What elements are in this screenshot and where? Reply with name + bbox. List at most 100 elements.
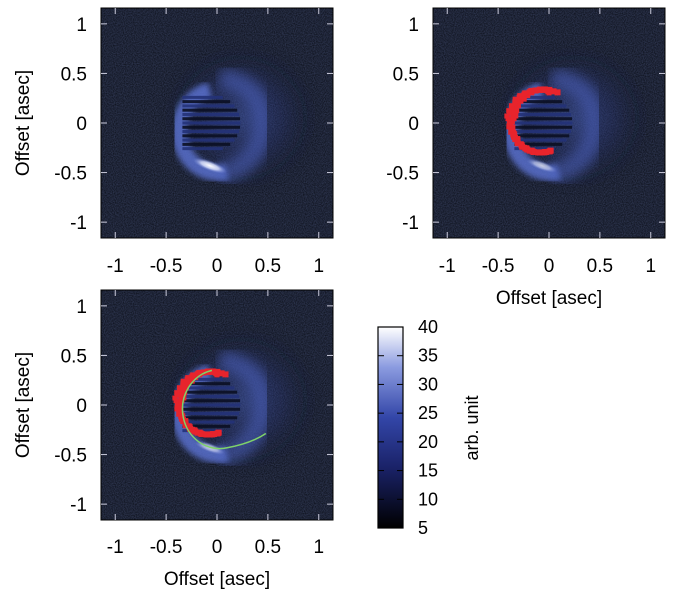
colorbar-tick-label: 20 xyxy=(418,432,438,452)
ring-point xyxy=(218,370,225,377)
panel-bottom-left: 1 0.5 0 -0.5 -1 -1 -0.5 0 0.5 1 Offset [asec] Offse… xyxy=(13,289,334,590)
disk-image xyxy=(433,8,665,238)
axis-ticks: 1 0.5 0 -0.5 -1 -1 -0.5 0 0.5 1 xyxy=(54,290,333,558)
panel-top-right: 1 0.5 0 -0.5 -1 -1 -0.5 0 0.5 1 Offset [asec] xyxy=(386,7,666,309)
y-tick-label: -1 xyxy=(70,495,87,516)
colorbar-label: arb. unit xyxy=(462,395,482,460)
x-tick-label: 0 xyxy=(544,256,555,277)
ring-point xyxy=(188,375,195,382)
y-tick-label: 0 xyxy=(76,396,87,417)
colorbar-tick-label: 15 xyxy=(418,461,438,481)
ring-point xyxy=(506,108,512,114)
disk-image xyxy=(101,8,333,238)
ring-point xyxy=(546,90,552,96)
ring-point xyxy=(506,110,512,116)
x-tick-label: 1 xyxy=(313,256,324,277)
colorbar-tick-label: 25 xyxy=(418,403,438,423)
ring-point xyxy=(520,93,527,100)
ring-point xyxy=(534,150,540,156)
ring-point xyxy=(512,96,518,102)
ring-point xyxy=(539,150,545,156)
axis-ticks: 1 0.5 0 -0.5 -1 -1 -0.5 0 0.5 1 xyxy=(386,8,665,277)
colorbar: 40 35 30 25 20 15 10 5 arb. unit xyxy=(377,317,482,538)
x-tick-label: -0.5 xyxy=(150,256,183,277)
panel-top-left: 1 0.5 0 -0.5 -1 -1 -0.5 0 0.5 1 Offset [asec] xyxy=(13,7,334,277)
y-tick-label: 0.5 xyxy=(61,346,87,367)
x-axis-label: Offset [asec] xyxy=(496,288,602,309)
ring-point xyxy=(207,432,213,438)
x-tick-label: -1 xyxy=(107,537,124,558)
x-tick-label: -1 xyxy=(107,256,124,277)
x-tick-label: 1 xyxy=(313,537,324,558)
colorbar-ticks: 40 35 30 25 20 15 10 5 xyxy=(378,317,438,538)
y-axis-label: Offset [asec] xyxy=(13,70,34,176)
y-tick-label: 1 xyxy=(408,15,419,36)
x-tick-label: 0.5 xyxy=(587,256,613,277)
ring-point xyxy=(222,371,229,378)
colorbar-gradient xyxy=(377,326,404,529)
axis-ticks: 1 0.5 0 -0.5 -1 -1 -0.5 0 0.5 1 xyxy=(54,8,333,277)
ring-point xyxy=(190,426,196,432)
colorbar-tick-label: 5 xyxy=(418,518,428,538)
ring-point xyxy=(176,385,182,391)
ring-point xyxy=(174,392,180,398)
ring-point xyxy=(176,409,182,415)
ring-point xyxy=(517,97,524,104)
ring-point xyxy=(172,395,178,401)
ring-point xyxy=(214,372,220,378)
y-tick-label: -0.5 xyxy=(386,164,419,185)
x-axis-label: Offset [asec] xyxy=(164,569,270,590)
ring-point xyxy=(518,141,524,147)
ring-point xyxy=(554,89,561,96)
ring-point xyxy=(540,87,546,93)
y-tick-label: 0.5 xyxy=(393,64,419,85)
ring-points xyxy=(504,86,561,156)
ring-point xyxy=(510,132,516,138)
ring-point xyxy=(522,144,528,150)
ring-point xyxy=(185,375,191,381)
ring-point xyxy=(522,90,528,96)
x-tick-label: -0.5 xyxy=(482,256,515,277)
colorbar-tick-label: 10 xyxy=(418,489,438,509)
mask-stripes xyxy=(182,95,241,151)
ring-point xyxy=(176,403,182,409)
ring-point xyxy=(208,369,214,375)
ring-point xyxy=(186,423,192,429)
colorbar-tick-label: 35 xyxy=(418,346,438,366)
y-tick-label: 0 xyxy=(408,114,419,135)
ring-point xyxy=(178,414,184,420)
x-tick-label: -0.5 xyxy=(150,537,183,558)
colorbar-tick-label: 40 xyxy=(418,317,438,337)
ring-point xyxy=(173,398,179,404)
y-tick-label: 1 xyxy=(76,297,87,318)
ring-point xyxy=(202,432,208,438)
x-tick-label: 0 xyxy=(212,256,223,277)
disk-image xyxy=(101,290,333,520)
y-tick-label: 0.5 xyxy=(61,64,87,85)
y-tick-label: -0.5 xyxy=(54,446,87,467)
ring-point xyxy=(185,379,192,386)
ring-point xyxy=(190,372,196,378)
ring-point xyxy=(196,369,202,375)
ring-point xyxy=(511,129,517,135)
y-axis-label: Offset [asec] xyxy=(13,352,34,458)
mask-stripes xyxy=(514,95,573,151)
ring-point xyxy=(508,121,514,127)
ring-point xyxy=(174,400,180,406)
ring-point xyxy=(517,93,523,99)
fit-line xyxy=(181,369,267,450)
y-tick-label: -0.5 xyxy=(54,164,87,185)
x-tick-label: 0.5 xyxy=(255,256,281,277)
ring-point xyxy=(505,116,511,122)
y-tick-label: 1 xyxy=(76,15,87,36)
ring-point xyxy=(508,103,514,109)
ring-point xyxy=(550,88,557,95)
y-tick-label: -1 xyxy=(402,213,419,234)
ring-point xyxy=(504,113,510,119)
ring-point xyxy=(510,124,516,130)
y-tick-label: 0 xyxy=(76,114,87,135)
ring-point xyxy=(179,411,185,417)
ring-point xyxy=(506,118,512,124)
ring-point xyxy=(534,87,540,93)
